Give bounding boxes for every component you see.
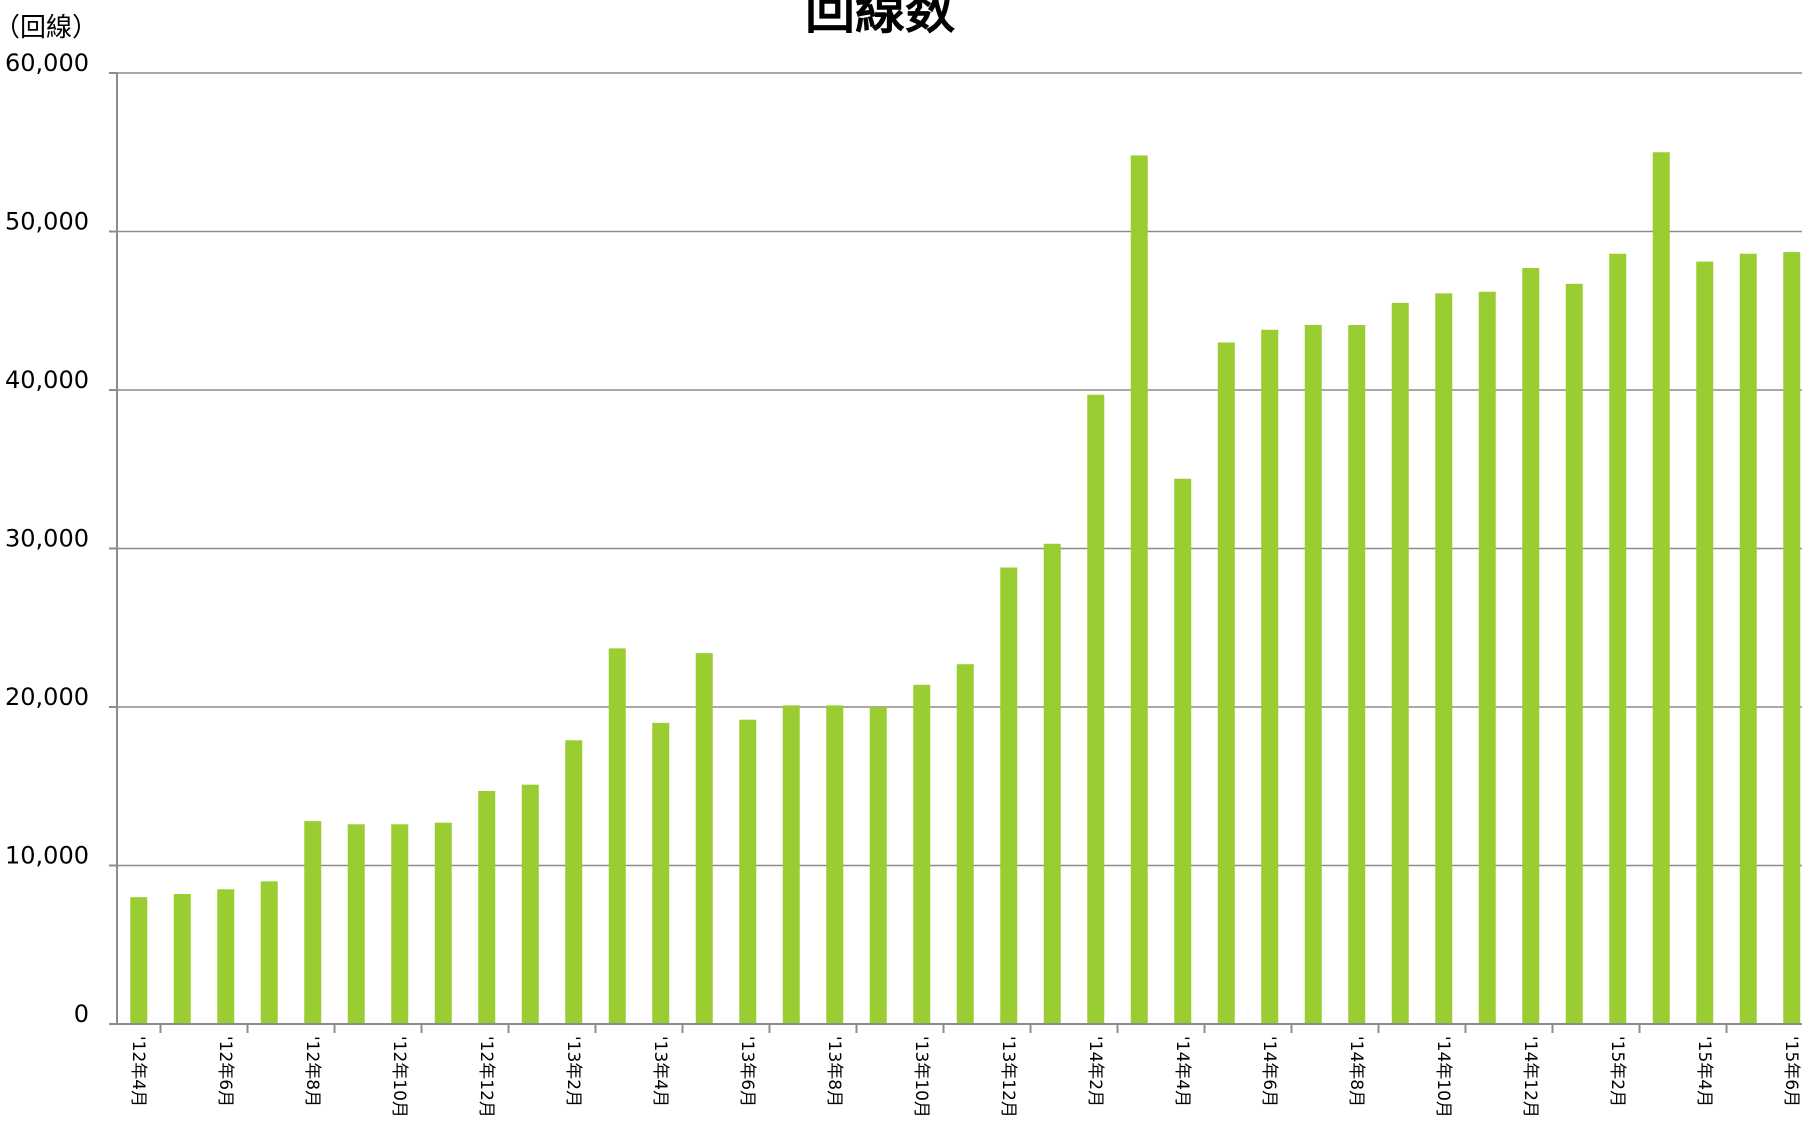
bar bbox=[1391, 302, 1409, 1024]
bar bbox=[913, 684, 931, 1024]
x-tick-label: '15年2月 bbox=[1607, 1036, 1627, 1107]
x-tick-label: '14年6月 bbox=[1259, 1036, 1279, 1107]
x-tick-labels: '12年4月 '12年6月 '12年8月 '12年10月 '12年12月 '13年2月 '1… bbox=[128, 1036, 1801, 1118]
x-tick-label: '12年10月 bbox=[389, 1036, 409, 1118]
axes bbox=[109, 72, 1802, 1033]
y-tick-label: 10,000 bbox=[5, 842, 89, 870]
bar bbox=[565, 740, 583, 1024]
x-tick-label: '12年8月 bbox=[302, 1036, 322, 1107]
bar bbox=[826, 705, 844, 1024]
bar bbox=[1261, 329, 1279, 1024]
bar bbox=[652, 722, 670, 1024]
x-tick-label: '12年6月 bbox=[215, 1036, 235, 1107]
bar bbox=[782, 705, 800, 1024]
bar bbox=[1000, 567, 1018, 1024]
bar bbox=[521, 784, 539, 1024]
bar bbox=[1304, 325, 1322, 1024]
x-tick-label: '13年8月 bbox=[824, 1036, 844, 1107]
y-tick-label: 50,000 bbox=[5, 208, 89, 236]
x-tick-label: '14年2月 bbox=[1085, 1036, 1105, 1107]
gridlines bbox=[117, 72, 1802, 867]
bar bbox=[1565, 283, 1583, 1024]
y-tick-label: 40,000 bbox=[5, 366, 89, 394]
bar bbox=[1609, 253, 1627, 1024]
bar bbox=[391, 824, 409, 1024]
bar bbox=[1696, 261, 1714, 1024]
x-tick-label: '15年4月 bbox=[1694, 1036, 1714, 1107]
y-axis-unit-label: （回線） bbox=[0, 13, 98, 43]
bar bbox=[1217, 342, 1235, 1024]
bar bbox=[1435, 293, 1453, 1024]
bar bbox=[130, 897, 148, 1024]
bar bbox=[1174, 478, 1192, 1024]
x-tick-label: '14年10月 bbox=[1433, 1036, 1453, 1118]
x-tick-label: '14年12月 bbox=[1520, 1036, 1540, 1118]
y-tick-labels: 0 10,000 20,000 30,000 40,000 50,000 60,000 bbox=[5, 49, 89, 1028]
y-tick-label: 30,000 bbox=[5, 525, 89, 553]
chart-title: 回線数 bbox=[805, 0, 955, 40]
bar bbox=[869, 707, 887, 1024]
x-tick-label: '12年12月 bbox=[476, 1036, 496, 1118]
bar bbox=[1478, 291, 1496, 1025]
bar bbox=[434, 822, 452, 1024]
bar bbox=[304, 821, 322, 1024]
y-tick-label: 0 bbox=[74, 1000, 89, 1028]
y-tick-label: 60,000 bbox=[5, 49, 89, 77]
bar bbox=[1652, 152, 1670, 1024]
bar bbox=[956, 664, 974, 1024]
bar bbox=[1043, 543, 1061, 1024]
bar bbox=[347, 824, 365, 1024]
bars bbox=[130, 152, 1801, 1025]
x-tick-label: '13年6月 bbox=[737, 1036, 757, 1107]
bar bbox=[608, 648, 626, 1024]
x-tick-label: '15年6月 bbox=[1781, 1036, 1801, 1107]
y-tick-label: 20,000 bbox=[5, 683, 89, 711]
bar bbox=[260, 881, 278, 1024]
bar bbox=[1130, 155, 1148, 1025]
x-tick-label: '14年4月 bbox=[1172, 1036, 1192, 1107]
bar bbox=[173, 894, 191, 1024]
bar bbox=[739, 719, 757, 1024]
x-tick-label: '13年4月 bbox=[650, 1036, 670, 1107]
bar bbox=[1087, 394, 1105, 1024]
bar bbox=[1739, 253, 1757, 1024]
x-tick-label: '14年8月 bbox=[1346, 1036, 1366, 1107]
x-tick-label: '12年4月 bbox=[128, 1036, 148, 1107]
x-tick-label: '13年12月 bbox=[998, 1036, 1018, 1118]
bar bbox=[1522, 267, 1540, 1025]
bar bbox=[478, 791, 496, 1024]
x-tick-label: '13年10月 bbox=[911, 1036, 931, 1118]
bar bbox=[217, 889, 235, 1024]
bar bbox=[695, 653, 713, 1024]
bar bbox=[1348, 325, 1366, 1024]
bar bbox=[1783, 252, 1801, 1025]
x-tick-label: '13年2月 bbox=[563, 1036, 583, 1107]
